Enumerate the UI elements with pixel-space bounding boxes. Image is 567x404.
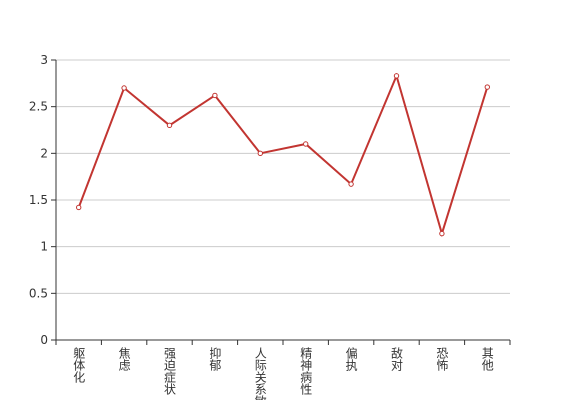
y-tick-label: 2.5 xyxy=(29,100,48,114)
y-tick-label: 1 xyxy=(40,240,48,254)
point xyxy=(439,230,445,237)
point xyxy=(393,73,400,79)
x-tick-label: 精神病性 xyxy=(299,347,313,396)
y-tick-label: 0 xyxy=(40,333,48,347)
point xyxy=(166,122,173,129)
point xyxy=(257,150,263,157)
x-tick-label: 抑郁 xyxy=(208,346,222,372)
y-tick-label: 1.5 xyxy=(29,193,48,207)
x-tick-label: 躯体化 xyxy=(72,346,86,384)
x-tick-label: 敌对 xyxy=(390,346,404,371)
x-tick-label: 焦虑 xyxy=(117,347,131,371)
point xyxy=(121,85,127,91)
x-tick-label: 偏执 xyxy=(344,346,358,372)
y-tick-label: 2 xyxy=(40,146,48,160)
line xyxy=(77,72,489,238)
point xyxy=(303,141,309,147)
x-tick-label: 恐怖 xyxy=(435,347,449,371)
point xyxy=(76,204,82,211)
point xyxy=(348,181,354,187)
y-tick-label: 0.5 xyxy=(29,286,48,300)
point xyxy=(212,92,218,99)
x-tick-label: 强迫症状 xyxy=(163,347,177,395)
y-tick-label: 3 xyxy=(40,53,48,67)
point xyxy=(484,84,490,90)
x-tick-label: 其他 xyxy=(480,347,494,371)
x-tick-label: 人际关系敏感 xyxy=(253,347,267,400)
